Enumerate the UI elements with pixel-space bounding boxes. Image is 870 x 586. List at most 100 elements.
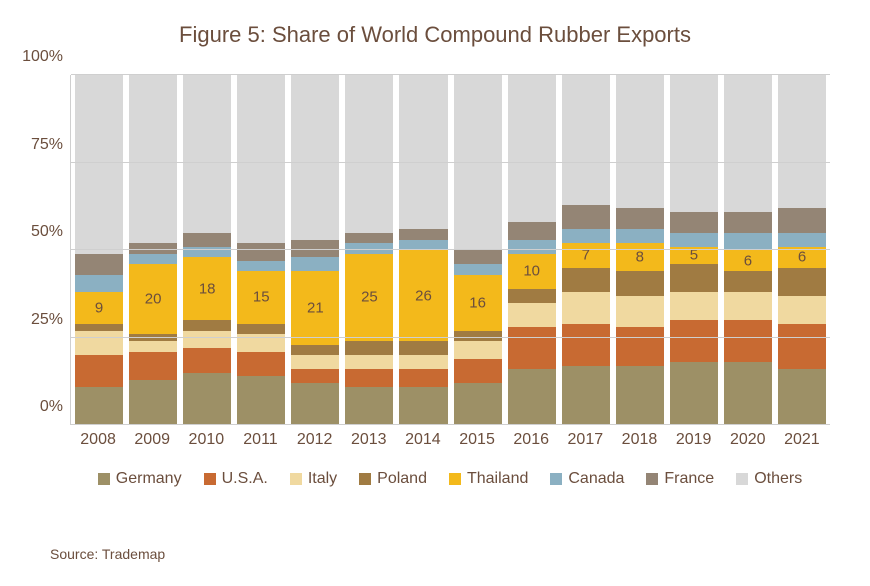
legend-label: Italy: [308, 470, 337, 488]
legend-label: France: [664, 470, 714, 488]
bar-segment-germany: [129, 380, 177, 426]
legend-label: Thailand: [467, 470, 528, 488]
y-tick-label: 75%: [31, 136, 63, 154]
chart-area: 9201815212526161078566 0%25%50%75%100% 2…: [70, 75, 830, 455]
bar-segment-others: [670, 75, 718, 212]
bar: 8: [616, 75, 664, 425]
legend-label: Others: [754, 470, 802, 488]
bar-value-label: 16: [469, 294, 486, 311]
bar-segment-poland: [129, 334, 177, 341]
legend-label: Poland: [377, 470, 427, 488]
bar-segment-canada: [724, 233, 772, 251]
bar-segment-canada: [670, 233, 718, 247]
bar-segment-thailand: 20: [129, 264, 177, 334]
bar-value-label: 6: [744, 252, 752, 269]
bar-segment-france: [454, 250, 502, 264]
y-tick-label: 50%: [31, 223, 63, 241]
legend-item-germany: Germany: [98, 470, 182, 488]
bar-segment-poland: [616, 271, 664, 296]
bar-segment-usa: [562, 324, 610, 366]
bar-segment-thailand: 18: [183, 257, 231, 320]
bar-segment-italy: [778, 296, 826, 324]
bar: 15: [237, 75, 285, 425]
bar-segment-germany: [75, 387, 123, 426]
legend-label: U.S.A.: [222, 470, 268, 488]
legend-swatch: [550, 473, 562, 485]
bar-segment-others: [454, 75, 502, 250]
bar-segment-italy: [183, 331, 231, 349]
bar-value-label: 18: [199, 280, 216, 297]
legend-swatch: [736, 473, 748, 485]
bar-segment-germany: [345, 387, 393, 426]
legend-swatch: [290, 473, 302, 485]
bars-container: 9201815212526161078566: [71, 75, 830, 425]
bar-segment-poland: [183, 320, 231, 331]
bar-value-label: 15: [253, 289, 270, 306]
bar-value-label: 8: [636, 249, 644, 266]
bar: 20: [129, 75, 177, 425]
legend-item-italy: Italy: [290, 470, 337, 488]
bar-segment-usa: [399, 369, 447, 387]
bar-segment-italy: [562, 292, 610, 324]
bar-segment-france: [183, 233, 231, 247]
bar-segment-germany: [237, 376, 285, 425]
legend-label: Canada: [568, 470, 624, 488]
bar-segment-usa: [778, 324, 826, 370]
bar-segment-france: [724, 212, 772, 233]
bar-segment-usa: [616, 327, 664, 366]
bar-segment-france: [75, 254, 123, 275]
bar: 10: [508, 75, 556, 425]
bar-segment-poland: [345, 341, 393, 355]
bar-segment-germany: [670, 362, 718, 425]
bar-segment-canada: [454, 264, 502, 275]
gridline: [71, 337, 830, 338]
bar-segment-canada: [778, 233, 826, 247]
bar: 16: [454, 75, 502, 425]
legend: Germany U.S.A. Italy Poland Thailand Canada Fr…: [70, 470, 830, 488]
bar-value-label: 21: [307, 299, 324, 316]
legend-swatch: [449, 473, 461, 485]
bar-segment-usa: [724, 320, 772, 362]
bar: 26: [399, 75, 447, 425]
x-tick-label: 2019: [670, 425, 718, 455]
bar-segment-france: [616, 208, 664, 229]
bar-segment-italy: [724, 292, 772, 320]
bar-value-label: 6: [798, 249, 806, 266]
bar-segment-others: [778, 75, 826, 208]
bar-value-label: 20: [145, 291, 162, 308]
bar-segment-germany: [508, 369, 556, 425]
bar-segment-poland: [562, 268, 610, 293]
bar-segment-others: [562, 75, 610, 205]
bar-segment-thailand: 21: [291, 271, 339, 345]
x-tick-label: 2014: [399, 425, 447, 455]
bar-segment-poland: [670, 264, 718, 292]
bar-segment-france: [237, 243, 285, 261]
bar-segment-usa: [345, 369, 393, 387]
bar-segment-germany: [778, 369, 826, 425]
bar-segment-others: [616, 75, 664, 208]
bar-segment-italy: [345, 355, 393, 369]
bar-segment-others: [399, 75, 447, 229]
bar-segment-thailand: 6: [724, 250, 772, 271]
bar-segment-poland: [724, 271, 772, 292]
bar-segment-thailand: 16: [454, 275, 502, 331]
legend-item-canada: Canada: [550, 470, 624, 488]
bar-segment-canada: [562, 229, 610, 243]
source-note: Source: Trademap: [50, 546, 165, 562]
bar: 6: [724, 75, 772, 425]
bar-segment-thailand: 9: [75, 292, 123, 324]
bar-segment-germany: [562, 366, 610, 426]
x-tick-label: 2020: [724, 425, 772, 455]
gridline: [71, 249, 830, 250]
bar-segment-poland: [237, 324, 285, 335]
bar-segment-others: [508, 75, 556, 222]
bar-segment-poland: [508, 289, 556, 303]
bar-segment-italy: [670, 292, 718, 320]
bar-segment-france: [399, 229, 447, 240]
bar-segment-usa: [508, 327, 556, 369]
bar-segment-poland: [399, 341, 447, 355]
bar-segment-poland: [75, 324, 123, 331]
y-tick-label: 0%: [40, 398, 63, 416]
bar-segment-others: [183, 75, 231, 233]
bar-segment-france: [562, 205, 610, 230]
